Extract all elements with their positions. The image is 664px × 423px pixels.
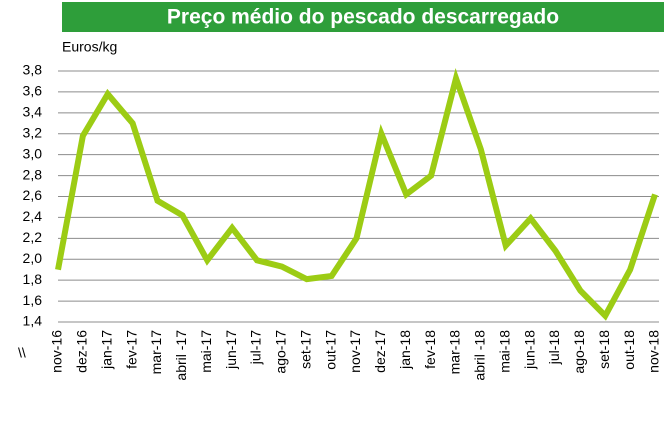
y-tick-label: 2,6 — [23, 187, 43, 203]
x-tick-label: jan-17 — [98, 330, 114, 370]
x-tick-label: nov-17 — [347, 330, 363, 373]
x-tick-label: set-17 — [297, 330, 313, 369]
x-tick-label: fev-18 — [422, 330, 438, 369]
x-tick-label: ago-17 — [273, 330, 289, 374]
y-tick-label: 1,8 — [23, 271, 43, 287]
y-tick-label: 3,2 — [23, 124, 43, 140]
y-tick-label: 1,4 — [23, 313, 43, 329]
x-tick-label: jun-17 — [223, 330, 239, 370]
x-tick-label: dez-16 — [74, 330, 90, 373]
y-tick-label: 3,4 — [23, 104, 43, 120]
x-tick-label: out-18 — [621, 330, 637, 370]
x-tick-label: jan-18 — [397, 330, 413, 370]
x-tick-label: nov-16 — [49, 330, 65, 373]
x-tick-label: mar-17 — [148, 330, 164, 375]
x-tick-label: dez-17 — [372, 330, 388, 373]
y-tick-label: 2,8 — [23, 166, 43, 182]
x-tick-label: mai-17 — [198, 330, 214, 373]
y-tick-label: 1,6 — [23, 292, 43, 308]
y-tick-label: 2,0 — [23, 250, 43, 266]
annotation: \\ — [18, 345, 26, 361]
x-tick-label: nov-18 — [646, 330, 662, 373]
x-tick-label: set-18 — [596, 330, 612, 369]
chart-title: Preço médio do pescado descarregado — [167, 6, 559, 29]
x-tick-label: mai-18 — [496, 330, 512, 373]
x-tick-label: mar-18 — [447, 330, 463, 375]
x-tick-label: abril -17 — [173, 330, 189, 381]
y-tick-label: 3,6 — [23, 83, 43, 99]
x-tick-label: jun-18 — [521, 330, 537, 370]
x-tick-label: jul-18 — [546, 330, 562, 365]
x-tick-label: ago-18 — [571, 330, 587, 374]
data-line — [55, 67, 658, 321]
y-axis-label: Euros/kg — [62, 39, 117, 55]
y-tick-label: 3,0 — [23, 145, 43, 161]
y-tick-label: 3,8 — [23, 62, 43, 78]
x-tick-label: abril -18 — [472, 330, 488, 381]
y-tick-label: 2,4 — [23, 208, 43, 224]
title-background — [62, 2, 664, 32]
x-tick-label: out-17 — [322, 330, 338, 370]
x-tick-label: jul-17 — [248, 330, 264, 365]
y-tick-label: 2,2 — [23, 229, 43, 245]
x-tick-label: fev-17 — [123, 330, 139, 369]
